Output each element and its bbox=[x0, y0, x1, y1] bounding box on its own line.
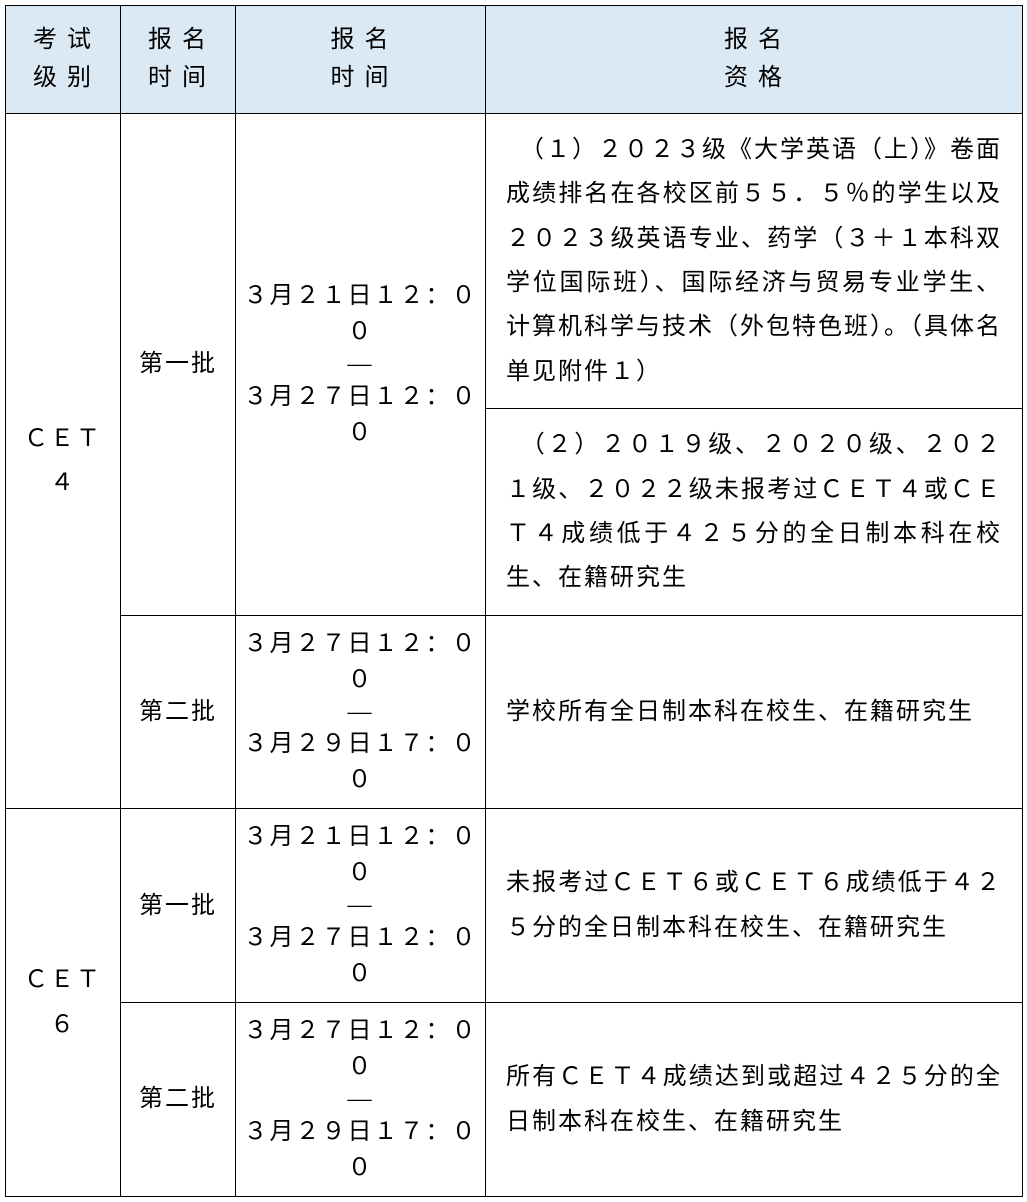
time-dash: — bbox=[241, 698, 480, 727]
time-dash: — bbox=[241, 891, 480, 920]
cell-time: ３月２７日１２：００ — ３月２９日１７：００ bbox=[236, 1003, 486, 1197]
cell-time: ３月２７日１２：００ — ３月２９日１７：００ bbox=[236, 615, 486, 809]
table-row: ＣＥＴ４ 第一批 ３月２１日１２：００ — ３月２７日１２：００ （１）２０２３… bbox=[6, 113, 1023, 408]
time-start: ３月２７日１２：００ bbox=[244, 631, 478, 693]
cell-qualification: （２）２０１９级、２０２０级、２０２１级、２０２２级未报考过ＣＥＴ４或ＣＥＴ４成… bbox=[486, 409, 1023, 616]
header-text: 报 名 bbox=[331, 27, 391, 53]
time-start: ３月２１日１２：００ bbox=[244, 283, 478, 345]
time-start: ３月２１日１２：００ bbox=[244, 824, 478, 886]
header-text: 时 间 bbox=[331, 65, 391, 91]
header-text: 资 格 bbox=[724, 65, 784, 91]
table-row: ＣＥＴ６ 第一批 ３月２１日１２：００ — ３月２７日１２：００ 未报考过ＣＥＴ… bbox=[6, 809, 1023, 1003]
header-text: 时 间 bbox=[148, 65, 208, 91]
time-end: ３月２７日１２：００ bbox=[244, 925, 478, 987]
cell-qualification: 学校所有全日制本科在校生、在籍研究生 bbox=[486, 615, 1023, 809]
cell-batch: 第一批 bbox=[121, 809, 236, 1003]
table-row: 第二批 ３月２７日１２：００ — ３月２９日１７：００ 学校所有全日制本科在校生… bbox=[6, 615, 1023, 809]
time-end: ３月２７日１２：００ bbox=[244, 384, 478, 446]
header-exam-level: 考 试 级 别 bbox=[6, 6, 121, 114]
header-time: 报 名 时 间 bbox=[236, 6, 486, 114]
header-text: 级 别 bbox=[33, 65, 93, 91]
header-text: 报 名 bbox=[148, 27, 208, 53]
time-end: ３月２９日１７：００ bbox=[244, 731, 478, 793]
cell-batch: 第一批 bbox=[121, 113, 236, 615]
header-qualification: 报 名 资 格 bbox=[486, 6, 1023, 114]
cell-qualification: 未报考过ＣＥＴ６或ＣＥＴ６成绩低于４２５分的全日制本科在校生、在籍研究生 bbox=[486, 809, 1023, 1003]
table-row: 第二批 ３月２７日１２：００ — ３月２９日１７：００ 所有ＣＥＴ４成绩达到或超… bbox=[6, 1003, 1023, 1197]
time-dash: — bbox=[241, 1085, 480, 1114]
header-batch: 报 名 时 间 bbox=[121, 6, 236, 114]
cell-batch: 第二批 bbox=[121, 1003, 236, 1197]
time-start: ３月２７日１２：００ bbox=[244, 1018, 478, 1080]
cell-time: ３月２１日１２：００ — ３月２７日１２：００ bbox=[236, 113, 486, 615]
cell-exam-level-cet4: ＣＥＴ４ bbox=[6, 113, 121, 809]
cell-batch: 第二批 bbox=[121, 615, 236, 809]
cell-qualification: （１）２０２３级《大学英语（上）》卷面成绩排名在各校区前５５．５％的学生以及２０… bbox=[486, 113, 1023, 408]
header-text: 考 试 bbox=[33, 27, 93, 53]
registration-table: 考 试 级 别 报 名 时 间 报 名 时 间 报 名 资 格 ＣＥＴ４ 第一批… bbox=[5, 5, 1023, 1197]
cell-exam-level-cet6: ＣＥＴ６ bbox=[6, 809, 121, 1197]
header-text: 报 名 bbox=[724, 27, 784, 53]
table-header-row: 考 试 级 别 报 名 时 间 报 名 时 间 报 名 资 格 bbox=[6, 6, 1023, 114]
cell-qualification: 所有ＣＥＴ４成绩达到或超过４２５分的全日制本科在校生、在籍研究生 bbox=[486, 1003, 1023, 1197]
time-end: ３月２９日１７：００ bbox=[244, 1119, 478, 1181]
cell-time: ３月２１日１２：００ — ３月２７日１２：００ bbox=[236, 809, 486, 1003]
time-dash: — bbox=[241, 350, 480, 379]
